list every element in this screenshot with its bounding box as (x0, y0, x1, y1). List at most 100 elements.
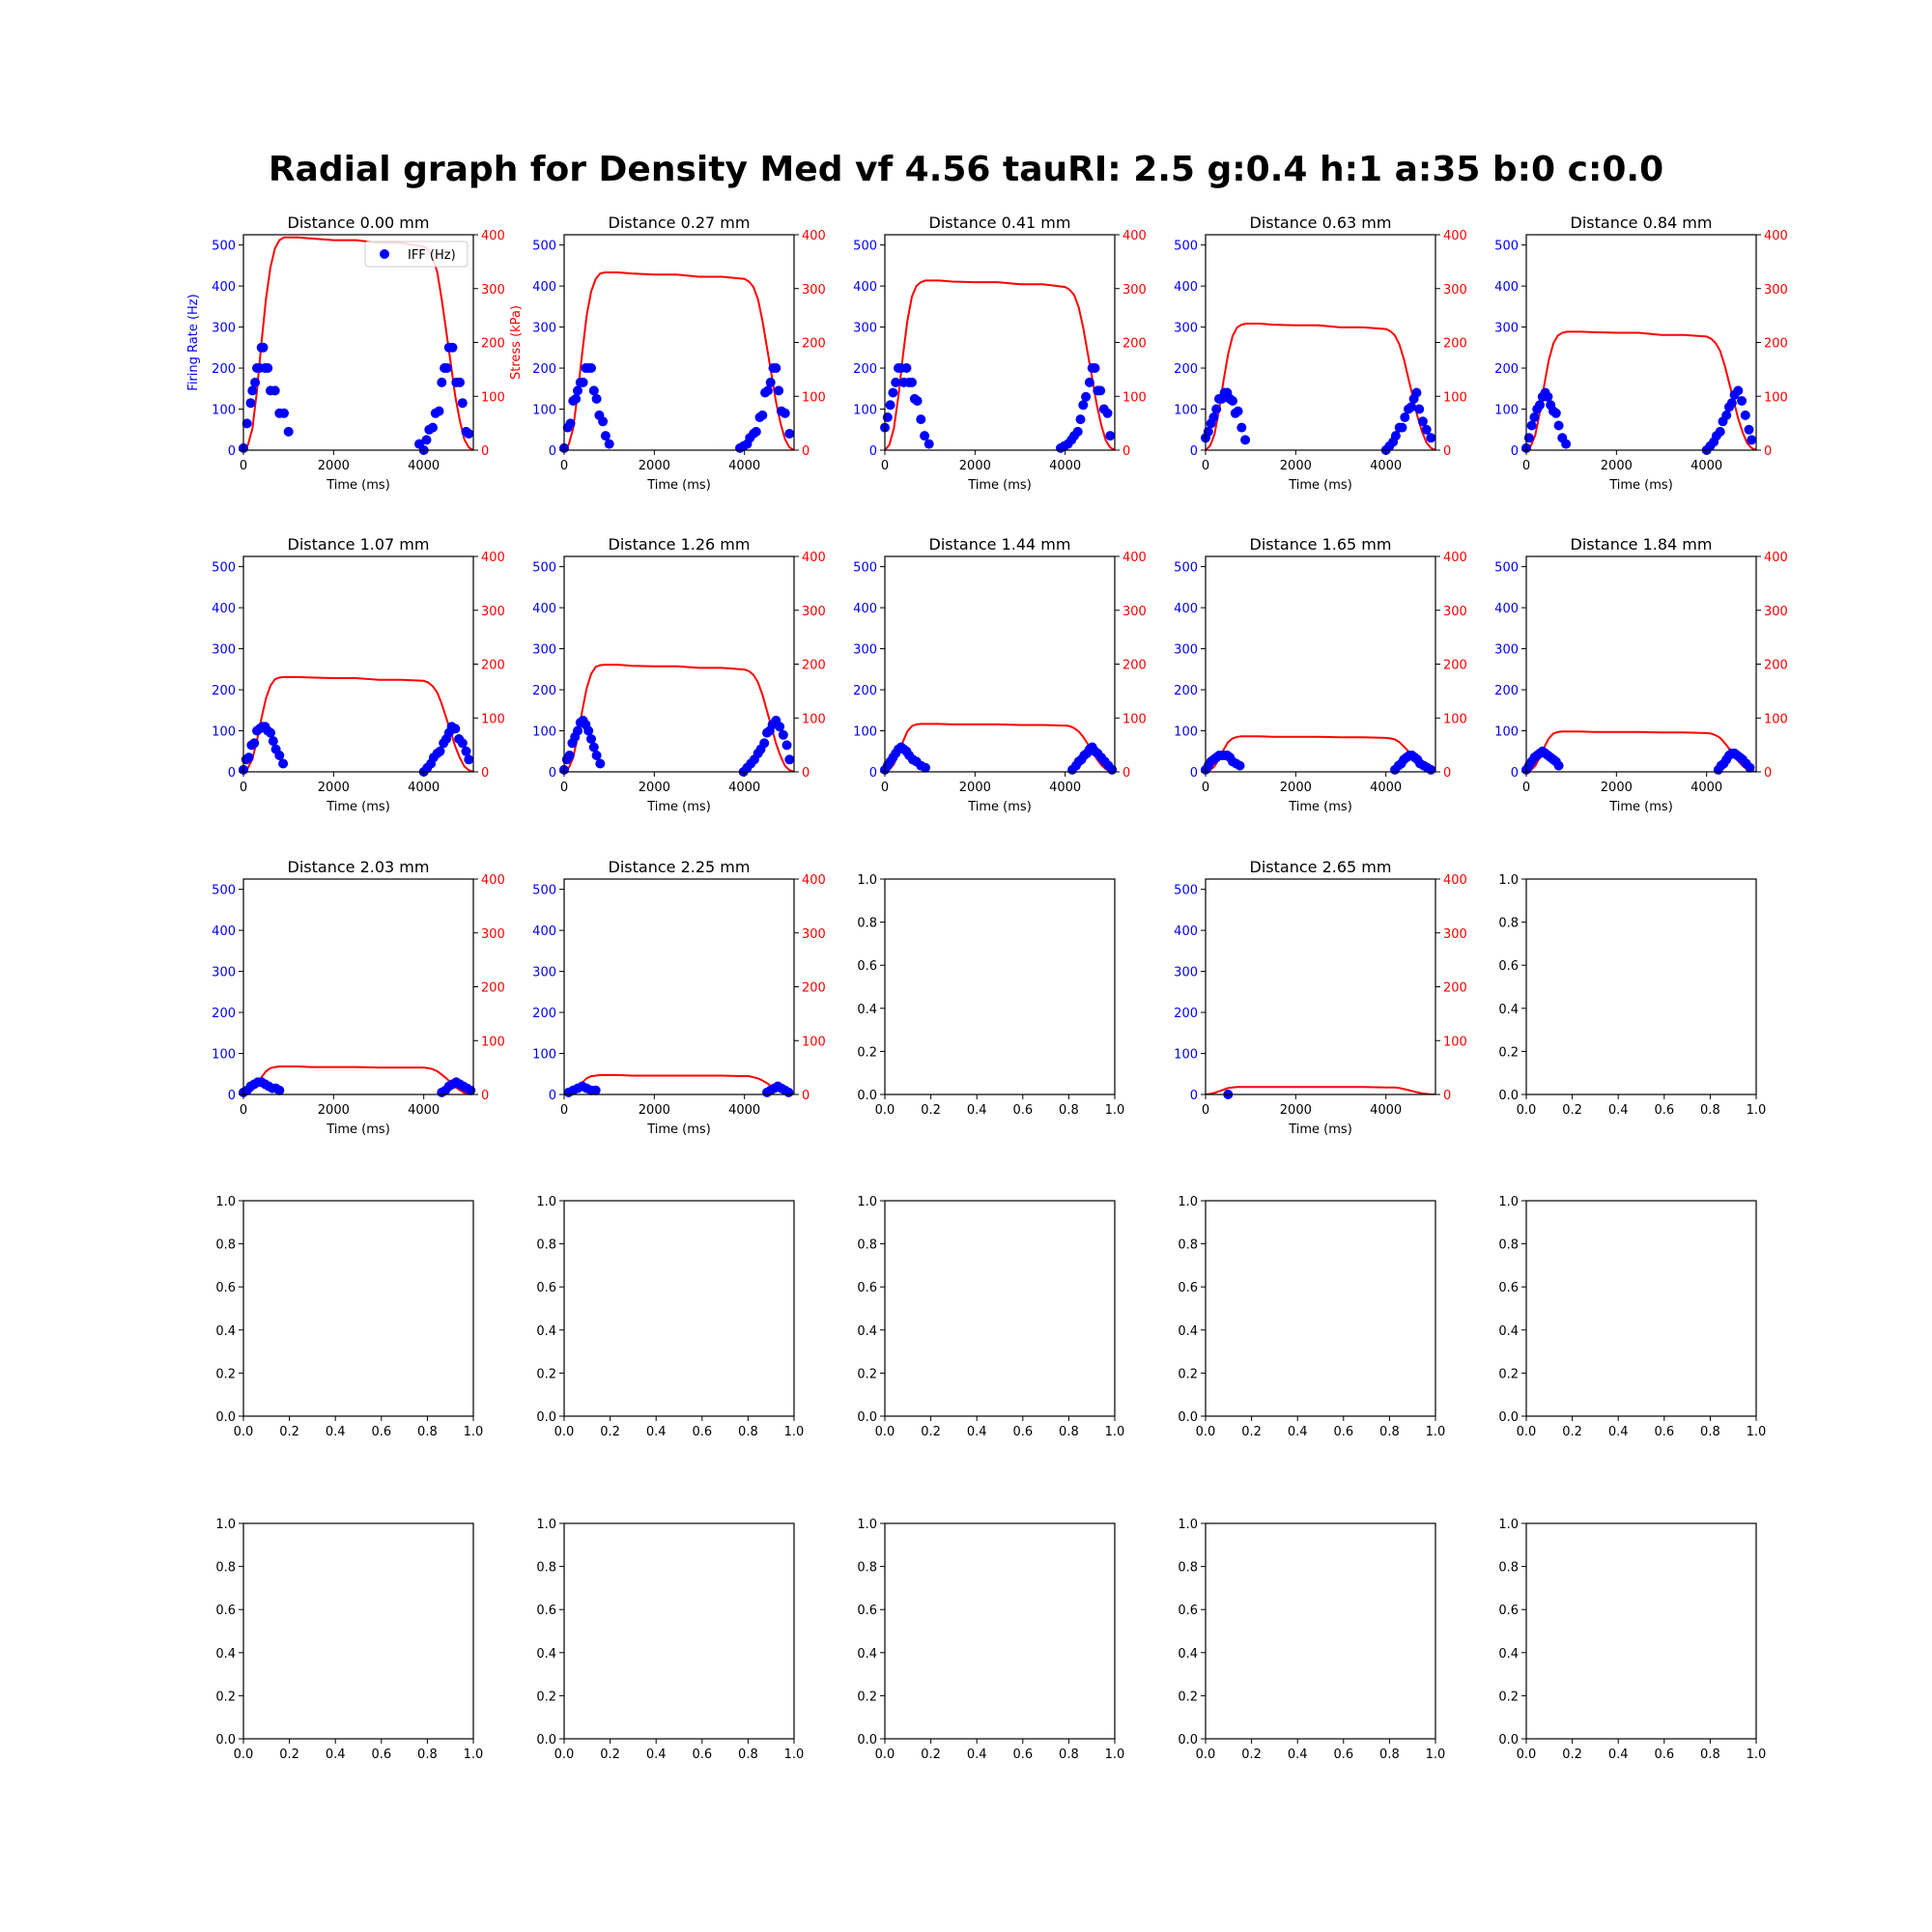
y2-tick-label: 400 (1122, 229, 1147, 243)
y-tick-label: 500 (212, 884, 236, 898)
iff-point (247, 385, 258, 396)
stress-line (885, 279, 1115, 450)
y-tick-label: 0.4 (857, 1324, 877, 1339)
x-tick-label: 1.0 (1105, 1103, 1125, 1118)
y-tick-label: 0.6 (857, 959, 877, 974)
y-tick-label: 100 (1494, 404, 1519, 418)
y-tick-label: 0.4 (215, 1647, 236, 1662)
x-tick-label: 0.2 (1241, 1425, 1262, 1439)
y-tick-label: 0.4 (1498, 1003, 1519, 1017)
x-tick-label: 1.0 (1105, 1425, 1125, 1439)
x-tick-label: 4000 (408, 781, 440, 795)
y-tick-label: 0 (1190, 766, 1198, 781)
x-tick-label: 1.0 (1747, 1425, 1767, 1439)
iff-point (588, 385, 599, 396)
iff-point (1203, 426, 1213, 437)
y-tick-label: 0.0 (1498, 1089, 1519, 1103)
x-tick-label: 0.8 (1379, 1747, 1400, 1762)
iff-point (1240, 435, 1251, 445)
subplot-title: Distance 2.65 mm (1250, 858, 1392, 876)
subplot-title: Distance 1.44 mm (929, 535, 1071, 554)
subplot-15: 0.00.0 0.2 0.2 0.4 0.4 0.6 0.6 0.8 0.8 1.0 1.0 (1498, 873, 1766, 1118)
y2-tick-label: 200 (802, 981, 826, 996)
iff-point (1553, 760, 1564, 771)
iff-point (278, 758, 289, 769)
subplot-23: 0.00.0 0.2 0.2 0.4 0.4 0.6 0.6 0.8 0.8 1.0 1.0 (857, 1518, 1124, 1762)
iff-point (583, 725, 594, 736)
subplot-24: 0.00.0 0.2 0.2 0.4 0.4 0.6 0.6 0.8 0.8 1.0 1.0 (1178, 1518, 1445, 1762)
y2-tick-label: 400 (1764, 551, 1788, 565)
x-axis-label: Time (ms) (1288, 1122, 1352, 1137)
iff-point (1715, 426, 1725, 437)
iff-point (600, 431, 611, 441)
subplot-title: Distance 2.03 mm (288, 858, 430, 876)
iff-point (891, 377, 901, 387)
y2-tick-label: 0 (1122, 444, 1130, 459)
x-tick-label: 0.0 (1517, 1747, 1537, 1762)
y2-tick-label: 200 (481, 981, 505, 996)
iff-point (270, 385, 280, 396)
legend-box (364, 241, 469, 268)
y2-tick-label: 100 (1122, 390, 1147, 405)
y-tick-label: 0.6 (1498, 1604, 1519, 1618)
y-tick-label: 400 (853, 602, 877, 616)
iff-point (571, 393, 582, 404)
y-tick-label: 1.0 (1178, 1518, 1198, 1532)
y-tick-label: 200 (212, 362, 236, 377)
iff-point (1529, 412, 1540, 422)
plot-area (243, 675, 473, 772)
x-tick-label: 0.8 (738, 1747, 758, 1762)
y-tick-label: 0.4 (1498, 1647, 1519, 1662)
y-tick-label: 500 (212, 561, 236, 576)
subplot-title: Distance 1.84 mm (1571, 535, 1713, 554)
y-tick-label: 500 (1174, 240, 1198, 254)
y2-tick-label: 200 (1764, 659, 1788, 673)
y-tick-label: 0.6 (215, 1604, 236, 1618)
iff-point (1078, 400, 1089, 411)
x-tick-label: 0.2 (279, 1425, 299, 1439)
iff-point (588, 742, 599, 753)
y-tick-label: 500 (1174, 561, 1198, 576)
iff-point (765, 377, 776, 387)
y-tick-label: 500 (853, 561, 877, 576)
y-tick-label: 200 (212, 684, 236, 698)
iff-point (781, 740, 792, 751)
x-tick-label: 0.8 (417, 1425, 438, 1439)
y2-tick-label: 200 (1443, 337, 1467, 352)
x-tick-label: 2000 (318, 459, 350, 473)
y2-tick-label: 300 (1443, 927, 1467, 942)
y-tick-label: 1.0 (1498, 1195, 1519, 1209)
y2-tick-label: 0 (1764, 766, 1772, 781)
iff-point (907, 377, 917, 387)
x-tick-label: 0.2 (1562, 1103, 1582, 1118)
y-tick-label: 300 (1174, 966, 1198, 980)
y2-tick-label: 200 (481, 337, 505, 352)
y-tick-label: 100 (853, 725, 877, 740)
subplot-20: 0.00.0 0.2 0.2 0.4 0.4 0.6 0.6 0.8 0.8 1.0 1.0 (1498, 1195, 1766, 1439)
y2-tick-label: 400 (802, 551, 826, 565)
y-tick-label: 0.8 (215, 1561, 236, 1576)
axes-frame (1205, 1522, 1436, 1740)
y-tick-label: 0.0 (1178, 1410, 1198, 1425)
y-tick-label: 0.8 (1498, 917, 1519, 931)
x-tick-label: 0.4 (1608, 1103, 1629, 1118)
x-tick-label: 0.2 (921, 1103, 941, 1118)
y-tick-label: 0.0 (1178, 1733, 1198, 1747)
x-tick-label: 0.0 (875, 1103, 895, 1118)
axes-frame (563, 1522, 795, 1740)
y-tick-label: 1.0 (536, 1518, 556, 1532)
iff-point (573, 725, 582, 736)
y-tick-label: 100 (532, 404, 556, 418)
iff-point (268, 736, 278, 747)
iff-point (598, 416, 609, 427)
y-tick-label: 0.8 (536, 1561, 556, 1576)
iff-point (437, 377, 447, 387)
y-tick-label: 0 (869, 766, 877, 781)
iff-point (455, 377, 465, 387)
y2-tick-label: 400 (1443, 551, 1467, 565)
